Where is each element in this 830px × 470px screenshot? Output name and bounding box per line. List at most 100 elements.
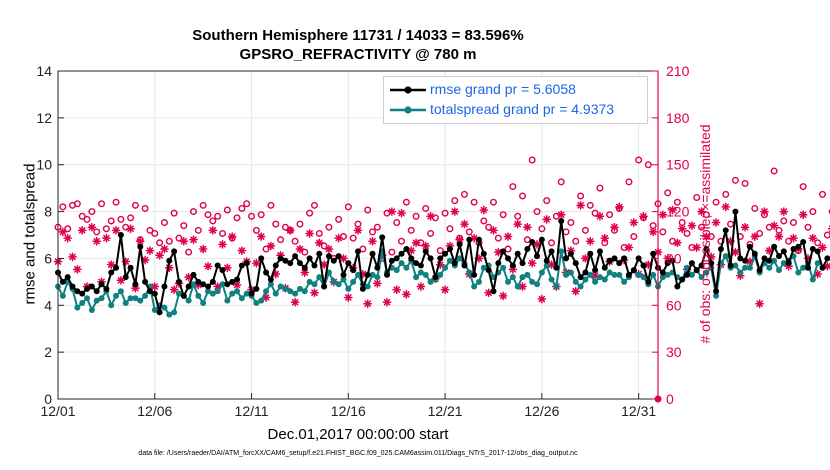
obs-possible-marker bbox=[489, 198, 497, 206]
obs-possible-marker bbox=[88, 208, 96, 216]
obs-assimilated-marker bbox=[595, 211, 605, 221]
rmse-point bbox=[625, 271, 632, 278]
obs-assimilated-marker bbox=[542, 215, 552, 224]
totalspread-point bbox=[475, 278, 482, 285]
rmse-point bbox=[587, 250, 594, 257]
obs-possible-marker bbox=[460, 190, 468, 198]
obs-assimilated-marker bbox=[102, 233, 111, 243]
totalspread-point bbox=[640, 274, 647, 281]
obs-possible-marker bbox=[485, 223, 493, 231]
rmse-point bbox=[301, 264, 308, 271]
obs-assimilated-marker bbox=[760, 207, 769, 216]
obs-possible-marker bbox=[107, 217, 115, 225]
rmse-point bbox=[103, 285, 110, 292]
obs-assimilated-marker bbox=[518, 282, 527, 291]
obs-assimilated-marker bbox=[489, 225, 498, 235]
rmse-point bbox=[563, 255, 570, 262]
obs-possible-marker bbox=[315, 229, 323, 237]
rmse-point bbox=[359, 285, 366, 292]
totalspread-point bbox=[422, 271, 429, 278]
totalspread-point bbox=[742, 264, 749, 271]
rmse-point bbox=[374, 264, 381, 271]
x-tick-label: 12/31 bbox=[621, 403, 656, 419]
totalspread-point bbox=[355, 271, 361, 278]
y2-tick-label: 180 bbox=[666, 110, 690, 126]
obs-assimilated-marker bbox=[411, 238, 421, 248]
totalspread-point bbox=[301, 288, 308, 295]
obs-possible-marker bbox=[59, 203, 67, 211]
totalspread-point bbox=[500, 264, 507, 271]
totalspread-point bbox=[113, 292, 120, 299]
obs-assimilated-marker bbox=[798, 210, 808, 220]
totalspread-point bbox=[775, 267, 782, 274]
rmse-point bbox=[422, 248, 429, 255]
rmse-point bbox=[814, 248, 821, 255]
obs-possible-marker bbox=[581, 226, 589, 234]
rmse-point bbox=[369, 250, 376, 257]
totalspread-point bbox=[84, 295, 91, 302]
obs-assimilated-marker bbox=[300, 268, 310, 277]
totalspread-point bbox=[587, 271, 594, 278]
obs-possible-marker bbox=[673, 198, 681, 206]
rmse-point bbox=[253, 285, 260, 292]
rmse-point bbox=[577, 274, 584, 281]
rmse-point bbox=[282, 257, 289, 264]
totalspread-point bbox=[258, 297, 265, 304]
rmse-point bbox=[505, 255, 511, 262]
obs-possible-marker bbox=[73, 200, 81, 208]
rmse-point bbox=[330, 257, 337, 264]
obs-assimilated-marker bbox=[750, 232, 760, 241]
rmse-point bbox=[717, 246, 724, 253]
rmse-point bbox=[461, 262, 468, 269]
obs-possible-marker bbox=[606, 211, 614, 219]
rmse-point bbox=[350, 267, 357, 274]
rmse-point bbox=[417, 262, 424, 269]
rmse-point bbox=[79, 290, 86, 297]
chart-title-line1: Southern Hemisphere 11731 / 14033 = 83.5… bbox=[192, 27, 524, 44]
rmse-point bbox=[553, 264, 560, 271]
obs-assimilated-marker bbox=[290, 297, 300, 307]
rmse-point bbox=[524, 246, 531, 253]
obs-assimilated-marker bbox=[673, 238, 682, 248]
y2-axis-ticks: 0 30 60 90 120 150 180 210 bbox=[652, 63, 690, 407]
totalspread-point bbox=[171, 309, 178, 316]
obs-assimilated-marker bbox=[189, 235, 198, 245]
totalspread-point bbox=[538, 269, 545, 276]
obs-assimilated-marker bbox=[198, 244, 208, 254]
totalspread-point bbox=[190, 281, 197, 288]
obs-possible-marker bbox=[146, 226, 154, 234]
totalspread-point bbox=[272, 290, 279, 297]
obs-possible-marker bbox=[683, 229, 691, 237]
obs-assimilated-marker bbox=[416, 282, 426, 291]
obs-possible-marker bbox=[441, 209, 449, 217]
obs-possible-marker bbox=[310, 201, 318, 209]
rmse-point bbox=[292, 253, 299, 260]
obs-possible-marker bbox=[151, 229, 159, 237]
rmse-point bbox=[195, 278, 202, 285]
totalspread-point bbox=[558, 248, 565, 255]
obs-possible-marker bbox=[693, 194, 701, 202]
obs-possible-marker bbox=[741, 179, 749, 187]
rmse-point bbox=[316, 250, 323, 257]
rmse-point bbox=[756, 267, 763, 274]
rmse-point bbox=[93, 288, 100, 295]
obs-assimilated-marker bbox=[145, 246, 155, 255]
legend-entry-totalspread: totalspread grand pr = 4.9373 bbox=[384, 100, 647, 120]
obs-possible-marker bbox=[504, 245, 512, 253]
obs-possible-marker bbox=[306, 209, 314, 217]
obs-assimilated-marker bbox=[702, 232, 711, 241]
rmse-point bbox=[805, 264, 811, 271]
rmse-point bbox=[471, 271, 478, 278]
rmse-point bbox=[296, 260, 303, 267]
totalspread-point bbox=[79, 299, 86, 306]
obs-assimilated-marker bbox=[658, 210, 668, 220]
obs-possible-marker bbox=[407, 226, 415, 234]
rmse-point bbox=[596, 248, 603, 255]
obs-possible-marker bbox=[780, 217, 788, 225]
rmse-point bbox=[466, 236, 473, 243]
obs-assimilated-marker bbox=[63, 233, 73, 243]
rmse-point bbox=[161, 283, 168, 290]
obs-assimilated-marker bbox=[769, 221, 779, 230]
obs-possible-marker bbox=[165, 237, 173, 245]
rmse-point bbox=[727, 262, 734, 269]
